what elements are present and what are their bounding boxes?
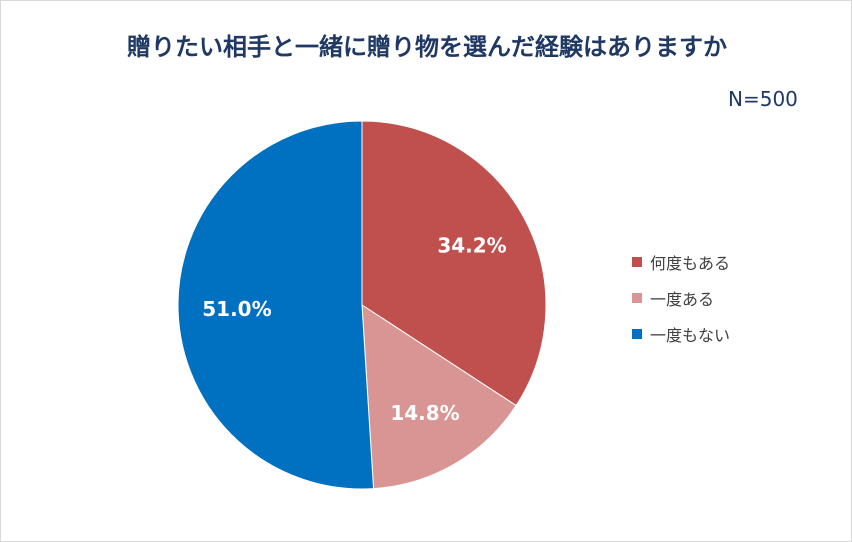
legend-item: 何度もある bbox=[632, 252, 731, 273]
legend-item: 一度ある bbox=[632, 288, 730, 309]
pie-slice bbox=[361, 304, 517, 490]
chart-title: 贈りたい相手と一緒に贈り物を選んだ経験はありますか bbox=[127, 33, 727, 61]
sample-size-note: N=500 bbox=[728, 87, 798, 111]
legend-label: 一度もない bbox=[650, 326, 731, 345]
pie-slice bbox=[177, 120, 375, 490]
legend-label: 一度ある bbox=[650, 290, 715, 309]
legend-item: 一度もない bbox=[632, 324, 731, 345]
slice-value-label: 14.8% bbox=[390, 401, 459, 425]
slice-value-label: 34.2% bbox=[437, 233, 506, 257]
legend-swatch-2 bbox=[632, 329, 642, 339]
slice-value-label: 51.0% bbox=[202, 297, 271, 321]
legend-swatch-0 bbox=[632, 257, 642, 267]
legend: 何度もある 一度ある 一度もない bbox=[632, 252, 730, 360]
pie-slice bbox=[361, 120, 547, 407]
pie-slices bbox=[177, 120, 547, 490]
pie-labels: 34.2% 14.8% 51.0% bbox=[202, 233, 506, 425]
legend-label: 何度もある bbox=[650, 254, 731, 273]
legend-swatch-1 bbox=[632, 293, 642, 303]
